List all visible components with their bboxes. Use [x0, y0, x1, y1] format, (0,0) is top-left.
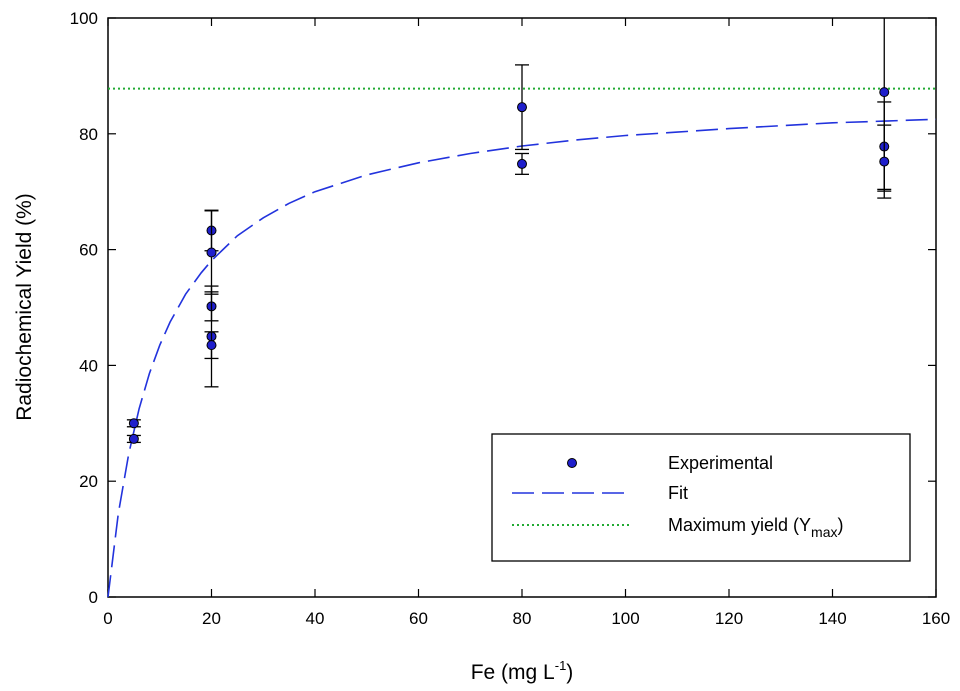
x-axis-ticks: 0 20 40 60 80 100 120 140 160: [103, 18, 950, 628]
x-tick-label: 80: [513, 609, 532, 628]
data-point: [206, 340, 217, 351]
data-point: [128, 418, 139, 429]
data-point: [879, 156, 890, 167]
x-tick-label: 160: [922, 609, 950, 628]
y-axis-title: Radiochemical Yield (%): [13, 193, 36, 421]
data-point: [517, 102, 527, 113]
y-axis-ticks: 0 20 40 60 80 100: [70, 9, 936, 607]
legend: Experimental Fit Maximum yield (Ymax): [491, 433, 911, 562]
x-axis-title: Fe (mg L-1): [471, 658, 574, 684]
legend-marker-experimental: [567, 458, 577, 468]
legend-label-experimental: Experimental: [668, 453, 773, 473]
legend-label-fit: Fit: [668, 483, 688, 503]
y-tick-label: 60: [79, 241, 98, 260]
x-tick-label: 60: [409, 609, 428, 628]
x-tick-label: 20: [202, 609, 221, 628]
y-tick-label: 40: [79, 356, 98, 375]
experimental-points-layer: [126, 18, 892, 444]
y-tick-label: 80: [79, 125, 98, 144]
x-tick-label: 100: [611, 609, 639, 628]
data-point: [206, 247, 217, 258]
data-point: [128, 433, 139, 444]
legend-label-max-yield: Maximum yield (Ymax): [668, 515, 843, 540]
x-tick-label: 120: [715, 609, 743, 628]
data-point: [517, 158, 527, 169]
y-tick-label: 0: [89, 588, 98, 607]
fit-curve: [107, 118, 937, 598]
fit-curve-layer: [107, 118, 937, 598]
y-tick-label: 100: [70, 9, 98, 28]
legend-box: [491, 433, 911, 562]
x-tick-label: 40: [306, 609, 325, 628]
data-point: [879, 87, 890, 98]
x-tick-label: 0: [103, 609, 112, 628]
x-tick-label: 140: [818, 609, 846, 628]
y-tick-label: 20: [79, 472, 98, 491]
